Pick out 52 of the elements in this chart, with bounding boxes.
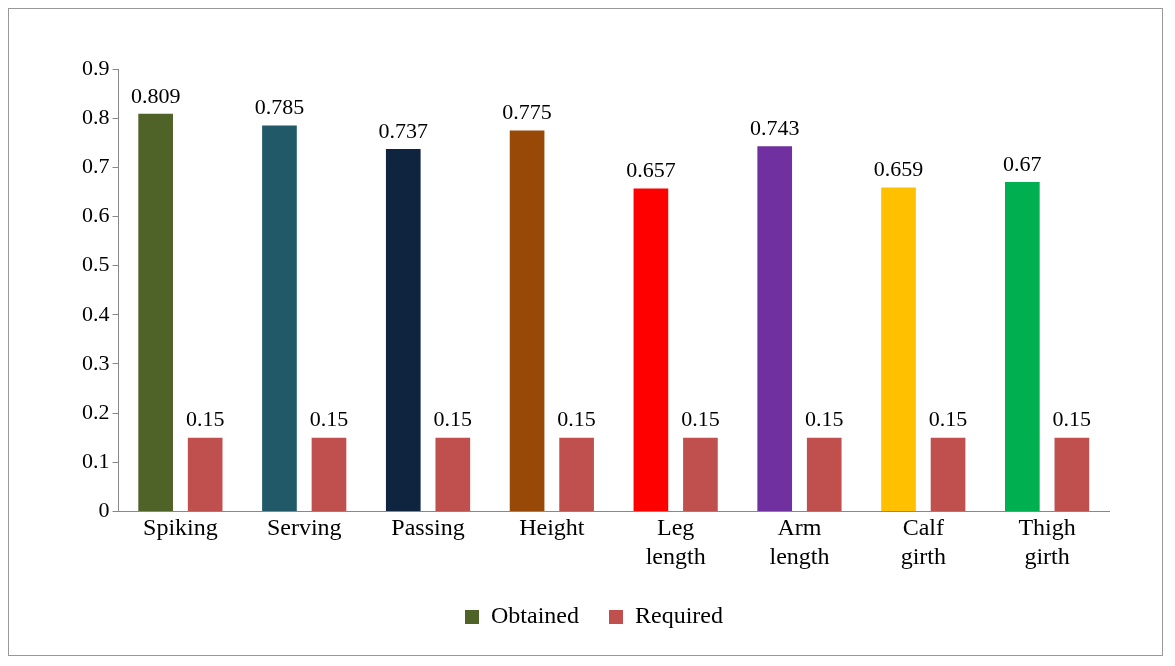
bar	[435, 437, 471, 511]
data-label: 0.15	[557, 406, 596, 432]
data-label: 0.775	[502, 99, 552, 125]
bar	[757, 146, 793, 511]
bar	[1005, 182, 1040, 511]
bar	[806, 437, 842, 511]
y-tick-label: 0.9	[82, 54, 110, 80]
y-tick-label: 0.6	[82, 202, 110, 228]
y-tick-label: 0	[98, 497, 110, 523]
data-label: 0.743	[749, 114, 800, 140]
bar	[385, 149, 421, 511]
x-tick-label: Leg length	[645, 514, 706, 569]
x-tick-label: Passing	[391, 514, 465, 541]
data-label: 0.15	[185, 406, 225, 432]
data-label: 0.785	[254, 94, 305, 120]
data-label: 0.15	[1052, 406, 1092, 432]
data-label: 0.737	[378, 117, 429, 143]
bar	[1054, 437, 1090, 511]
bar	[930, 437, 966, 511]
y-tick-label: 0.1	[82, 448, 110, 474]
data-label: 0.657	[626, 157, 676, 183]
data-label: 0.15	[309, 406, 349, 432]
data-label: 0.15	[804, 406, 844, 432]
data-label: 0.15	[433, 406, 473, 432]
bar	[559, 437, 594, 511]
bar	[509, 130, 545, 511]
y-tick-label: 0.8	[82, 103, 110, 129]
y-tick-label: 0.5	[82, 251, 110, 277]
x-tick-label: Arm length	[769, 514, 830, 569]
legend-label: Required	[635, 602, 723, 629]
bar	[311, 437, 347, 511]
x-tick-label: Thigh girth	[1018, 514, 1076, 569]
x-tick-label: Serving	[266, 514, 342, 541]
data-label: 0.659	[873, 156, 924, 182]
data-label: 0.809	[130, 82, 181, 108]
y-tick-label: 0.7	[82, 153, 110, 179]
y-tick-label: 0.3	[82, 349, 110, 375]
bar	[633, 188, 669, 511]
bar	[683, 437, 718, 511]
x-tick-label: Spiking	[143, 514, 218, 541]
legend-label: Obtained	[491, 602, 580, 629]
bar	[138, 113, 173, 511]
data-label: 0.67	[1003, 150, 1042, 176]
y-tick-label: 0.4	[82, 300, 110, 326]
data-label: 0.15	[681, 406, 720, 432]
y-tick-label: 0.2	[82, 398, 110, 424]
x-tick-label: Height	[519, 514, 585, 541]
bar	[187, 437, 223, 511]
data-label: 0.15	[928, 406, 968, 432]
bar	[262, 125, 297, 511]
x-tick-label: Calf girth	[900, 514, 946, 569]
bar	[881, 187, 916, 511]
